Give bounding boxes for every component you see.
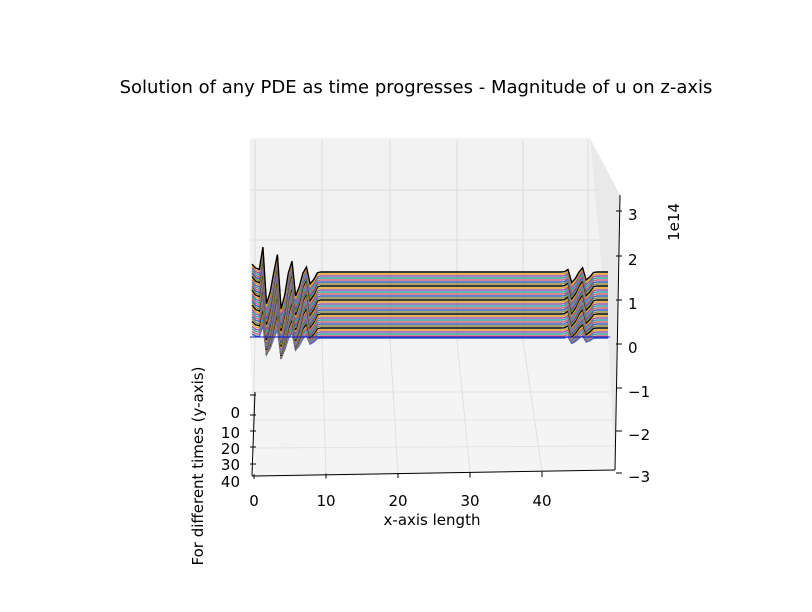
surface-line xyxy=(251,264,608,343)
surface-line xyxy=(251,273,608,350)
z-tick-label: 0 xyxy=(628,339,638,357)
surface-line xyxy=(251,266,608,345)
surface-line xyxy=(251,254,608,329)
surface-line xyxy=(251,288,608,357)
floor-pane xyxy=(250,340,615,478)
surface-line xyxy=(251,248,608,317)
surface-line xyxy=(251,317,608,359)
surface-line xyxy=(251,321,608,361)
surface-line xyxy=(251,294,608,358)
surface-line xyxy=(251,283,608,355)
axis-lines xyxy=(251,194,621,477)
z-offset-label: 1e14 xyxy=(665,203,683,241)
y-tick-label: 0 xyxy=(230,404,240,422)
grid-line-floor xyxy=(522,339,543,472)
surface-line xyxy=(251,314,608,359)
surface-line xyxy=(251,310,608,359)
surface-line xyxy=(251,303,608,359)
surface-line xyxy=(251,246,608,310)
z-tick-label: −3 xyxy=(628,468,650,486)
y-axis-label: For different times (y-axis) xyxy=(189,367,207,566)
z-axis-line xyxy=(614,194,621,471)
y-tick-label: 20 xyxy=(221,440,240,458)
x-tick-label: 40 xyxy=(532,492,551,510)
x-tick-label: 20 xyxy=(388,492,407,510)
y-axis-line xyxy=(251,391,256,477)
grid-line-floor xyxy=(456,339,471,473)
surface-line xyxy=(251,258,608,337)
surface-line xyxy=(251,280,608,354)
surface-line xyxy=(251,300,608,359)
surface-line xyxy=(251,260,608,339)
surface-line xyxy=(251,247,608,313)
surface-line xyxy=(251,297,608,359)
grid-line-floor xyxy=(389,339,399,474)
y-tick-label: 10 xyxy=(221,424,240,442)
z-tick-label: −2 xyxy=(628,426,650,444)
x-axis-line xyxy=(251,469,616,477)
z-tick-label: 2 xyxy=(628,251,638,269)
z-tick-label: −1 xyxy=(628,383,650,401)
z-tick-label: 3 xyxy=(628,206,638,224)
surface-line xyxy=(251,251,608,323)
grid-line-floor xyxy=(321,339,327,475)
surface-line xyxy=(251,257,608,334)
x-tick-label: 0 xyxy=(249,492,259,510)
surface-line xyxy=(251,268,608,347)
surface-wave-lines xyxy=(250,246,610,361)
surface-line xyxy=(251,275,608,352)
surface-line xyxy=(251,285,608,356)
surface-line xyxy=(251,291,608,358)
surface-line xyxy=(251,255,608,332)
surface-line xyxy=(251,277,608,353)
surface-line xyxy=(251,252,608,326)
surface-line xyxy=(251,262,608,341)
chart-title: Solution of any PDE as time progresses -… xyxy=(120,77,713,98)
x-ticks: 0 10 20 30 40 xyxy=(249,472,552,510)
surface-line xyxy=(251,325,608,360)
surface-line xyxy=(251,270,608,349)
x-tick-label: 30 xyxy=(460,492,479,510)
y-tick-label: 30 xyxy=(221,456,240,474)
x-tick-label: 10 xyxy=(316,492,335,510)
z-tick-label: 1 xyxy=(628,295,638,313)
z-ticks: 3 2 1 0 −1 −2 −3 xyxy=(616,206,650,486)
x-axis-label: x-axis length xyxy=(384,511,481,529)
y-tick-label: 40 xyxy=(221,473,240,491)
grid-line-floor xyxy=(251,445,615,449)
surface-line xyxy=(251,250,608,320)
